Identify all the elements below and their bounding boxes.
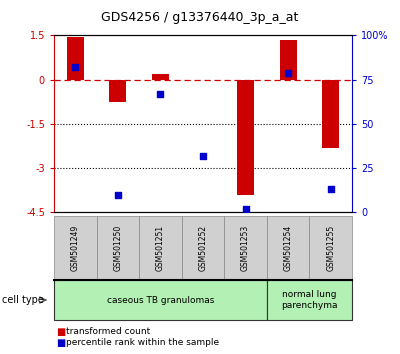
Text: GDS4256 / g13376440_3p_a_at: GDS4256 / g13376440_3p_a_at xyxy=(101,11,299,24)
Text: GSM501253: GSM501253 xyxy=(241,225,250,271)
Text: normal lung
parenchyma: normal lung parenchyma xyxy=(281,290,338,310)
Text: ■: ■ xyxy=(56,338,65,348)
Point xyxy=(200,153,206,159)
Bar xyxy=(67,37,84,80)
Text: GSM501252: GSM501252 xyxy=(198,225,208,271)
Text: cell type: cell type xyxy=(2,295,44,305)
Bar xyxy=(280,40,297,80)
Point xyxy=(328,187,334,192)
Point xyxy=(157,91,164,97)
Text: GSM501254: GSM501254 xyxy=(284,225,293,271)
Text: GSM501249: GSM501249 xyxy=(71,225,80,271)
Bar xyxy=(109,80,126,102)
Text: ■: ■ xyxy=(56,327,65,337)
Text: caseous TB granulomas: caseous TB granulomas xyxy=(107,296,214,304)
Bar xyxy=(237,80,254,195)
Bar xyxy=(152,74,169,80)
Text: transformed count: transformed count xyxy=(66,327,150,336)
Point xyxy=(242,206,249,212)
Text: GSM501251: GSM501251 xyxy=(156,225,165,271)
Text: percentile rank within the sample: percentile rank within the sample xyxy=(66,338,219,347)
Bar xyxy=(322,80,339,148)
Point xyxy=(115,192,121,198)
Point xyxy=(285,70,291,75)
Text: GSM501255: GSM501255 xyxy=(326,225,335,271)
Text: GSM501250: GSM501250 xyxy=(113,225,122,271)
Point xyxy=(72,64,78,70)
